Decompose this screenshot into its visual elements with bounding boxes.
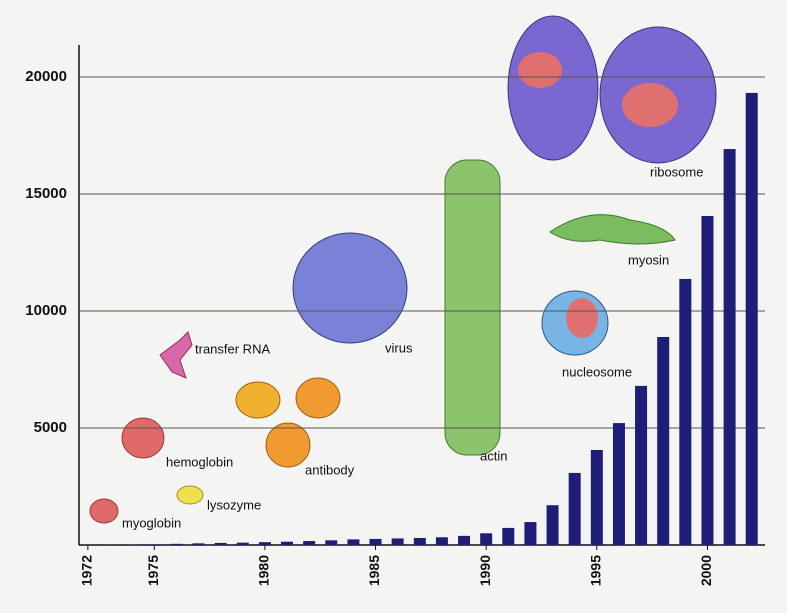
antibody-shape: [235, 381, 281, 419]
x-tick-label: 1980: [256, 555, 272, 586]
bar: [546, 505, 559, 545]
bar: [214, 542, 227, 545]
bar: [480, 533, 493, 545]
x-tick-label: 1995: [588, 555, 604, 586]
annotation: lysozyme: [207, 497, 261, 512]
annotation: hemoglobin: [166, 454, 233, 469]
illustrations: [89, 15, 717, 524]
bar: [413, 537, 426, 545]
bar: [170, 543, 183, 545]
annotation: ribosome: [650, 164, 703, 179]
bar: [590, 449, 603, 545]
trna-shape: [159, 331, 193, 379]
bar: [281, 541, 294, 545]
bar: [303, 541, 316, 545]
bar: [568, 472, 581, 545]
x-tick-label: 1990: [477, 555, 493, 586]
hemoglobin-shape: [121, 417, 165, 459]
bar: [236, 542, 249, 545]
bar: [745, 92, 758, 546]
annotation: myosin: [628, 252, 669, 267]
bar: [347, 539, 360, 545]
virus-shape: [292, 232, 408, 344]
bar: [502, 527, 515, 545]
bar: [679, 278, 692, 545]
y-tick-label: 20000: [25, 68, 67, 85]
bar: [391, 538, 404, 545]
myoglobin-shape: [89, 498, 119, 524]
y-tick-label: 10000: [25, 302, 67, 319]
x-tick-label: 2000: [698, 555, 714, 586]
bar: [635, 385, 648, 545]
x-tick-label: 1975: [145, 555, 161, 586]
y-tick-label: 15000: [25, 185, 67, 202]
annotation: nucleosome: [562, 364, 632, 379]
myosin-shape: [549, 214, 676, 245]
annotation: actin: [480, 448, 507, 463]
lysozyme-shape: [176, 485, 204, 505]
bar: [458, 535, 471, 545]
ribosome-patch: [518, 52, 562, 88]
bar: [148, 544, 161, 545]
ribosome-shape: [507, 15, 599, 161]
bar: [325, 540, 338, 545]
annotation: transfer RNA: [195, 341, 270, 356]
nucleosome-patch: [566, 298, 598, 338]
x-tick-label: 1985: [366, 555, 382, 586]
bar: [701, 215, 714, 545]
bar: [612, 423, 625, 545]
annotation: virus: [385, 340, 413, 355]
antibody-shape: [295, 377, 341, 419]
bar: [723, 149, 736, 545]
bar: [435, 537, 448, 545]
actin-shape: [444, 159, 501, 456]
annotation: myoglobin: [122, 515, 181, 530]
bar: [192, 543, 205, 545]
bar: [657, 336, 670, 545]
ribosome-patch: [622, 83, 678, 127]
bar: [369, 538, 382, 545]
x-tick-label: 1972: [79, 555, 95, 586]
bar: [258, 542, 271, 545]
antibody-shape: [265, 422, 311, 468]
y-tick-label: 5000: [34, 419, 67, 436]
bar: [524, 522, 537, 545]
annotation: antibody: [305, 462, 355, 477]
